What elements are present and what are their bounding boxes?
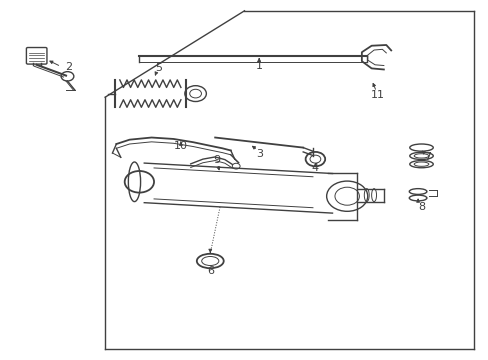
Text: 11: 11: [370, 90, 384, 100]
Text: 8: 8: [417, 202, 424, 212]
Text: 7: 7: [423, 152, 430, 162]
Text: 9: 9: [213, 155, 220, 165]
Text: 5: 5: [155, 63, 162, 73]
Text: 6: 6: [206, 266, 213, 276]
Text: 1: 1: [255, 60, 262, 71]
Text: 4: 4: [311, 163, 318, 174]
Text: 2: 2: [65, 62, 72, 72]
Text: 3: 3: [256, 149, 263, 159]
Text: 10: 10: [174, 141, 187, 151]
